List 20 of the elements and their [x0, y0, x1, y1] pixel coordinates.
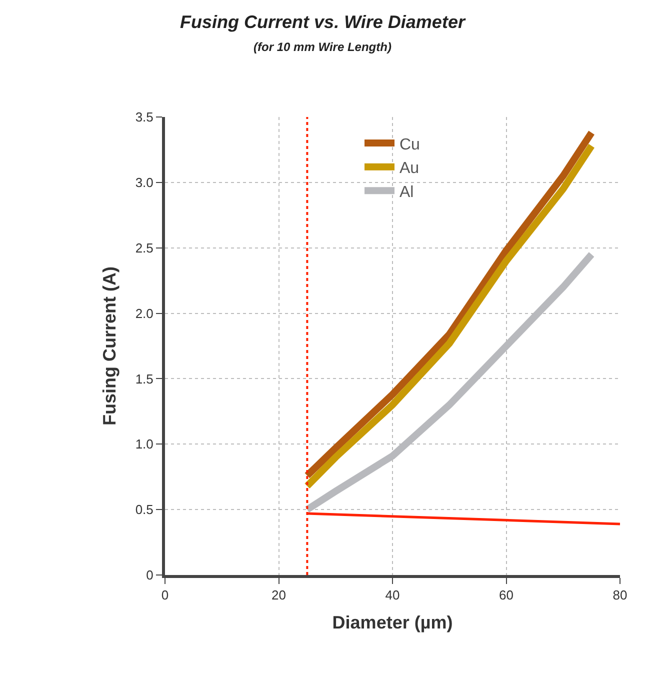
- y-tick-label: 1.5: [135, 371, 154, 386]
- x-tick-label: 20: [272, 588, 286, 603]
- legend-label: Au: [400, 160, 420, 178]
- y-tick-label: 2.0: [135, 306, 154, 321]
- y-tick-label: 0: [146, 568, 154, 583]
- y-tick-label: 0.5: [135, 502, 154, 518]
- legend-label: Al: [400, 184, 414, 201]
- x-tick-label: 0: [161, 588, 169, 603]
- y-tick-label: 3.0: [135, 174, 154, 190]
- chart-title: Fusing Current vs. Wire Diameter: [180, 12, 466, 32]
- y-tick-label: 3.5: [135, 110, 154, 125]
- y-tick-label: 2.5: [135, 240, 154, 256]
- y-axis-title: Fusing Current (A): [100, 266, 120, 426]
- y-tick-label: 1.0: [135, 436, 154, 452]
- x-tick-label: 60: [499, 588, 514, 603]
- x-tick-label: 40: [385, 588, 400, 603]
- x-axis-title: Diameter (µm): [332, 612, 453, 633]
- x-tick-label: 80: [612, 588, 628, 603]
- chart-subtitle: (for 10 mm Wire Length): [254, 40, 392, 54]
- legend-label: Cu: [400, 136, 420, 154]
